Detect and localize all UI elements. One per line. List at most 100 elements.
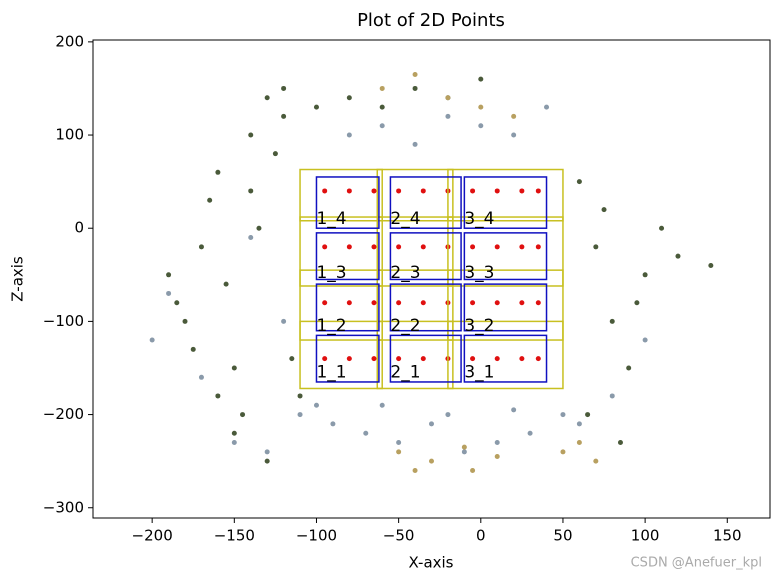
x-tick-label: −100 <box>296 527 337 545</box>
point <box>379 104 385 110</box>
cell-label: 2_1 <box>390 363 420 383</box>
grid-cell <box>315 232 380 281</box>
point <box>470 356 476 362</box>
point <box>494 188 500 194</box>
point <box>445 412 451 418</box>
point <box>626 365 632 371</box>
cell-label: 3_1 <box>464 363 494 383</box>
point <box>330 421 336 427</box>
grid-cell <box>463 232 548 281</box>
x-tick-label: −200 <box>132 527 173 545</box>
point <box>420 356 426 362</box>
grid-cell <box>376 320 454 390</box>
point <box>461 449 467 455</box>
point <box>379 123 385 129</box>
point <box>281 318 287 324</box>
point <box>322 244 328 250</box>
x-axis-label: X-axis <box>409 554 454 572</box>
point <box>617 440 623 446</box>
y-tick-label: 0 <box>74 219 84 237</box>
cell-label: 1_4 <box>316 209 346 229</box>
point <box>601 207 607 213</box>
watermark: CSDN @Anefuer_kpl <box>631 556 762 571</box>
point <box>560 412 566 418</box>
grid-cell <box>299 320 383 390</box>
y-tick-label: 100 <box>55 126 84 144</box>
grid-cell <box>389 176 462 229</box>
point <box>519 356 525 362</box>
point <box>593 244 599 250</box>
cell-label: 3_2 <box>464 316 494 336</box>
point <box>371 356 377 362</box>
point <box>256 225 262 231</box>
point <box>264 458 270 464</box>
point <box>576 179 582 185</box>
grid-cell <box>463 334 548 383</box>
point <box>215 393 221 399</box>
point <box>371 300 377 306</box>
point <box>478 76 484 82</box>
point <box>478 104 484 110</box>
cell-label: 2_4 <box>390 209 420 229</box>
cell-label: 3_3 <box>464 263 494 283</box>
x-tick-label: 50 <box>553 527 572 545</box>
y-tick-label: −100 <box>43 312 84 330</box>
point <box>544 104 550 110</box>
cell-label: 2_3 <box>390 263 420 283</box>
grid-cell <box>376 216 454 287</box>
point <box>231 365 237 371</box>
grid-cell <box>389 232 462 281</box>
cell-label: 1_1 <box>316 363 346 383</box>
y-tick-label: 200 <box>55 32 84 50</box>
point <box>708 262 714 268</box>
point <box>371 244 377 250</box>
point <box>470 244 476 250</box>
point <box>659 225 665 231</box>
point <box>519 244 525 250</box>
point <box>182 318 188 324</box>
point <box>396 356 402 362</box>
point <box>346 244 352 250</box>
x-tick-label: 0 <box>476 527 486 545</box>
grid-cell <box>447 168 564 222</box>
point <box>174 300 180 306</box>
y-tick-label: −300 <box>43 498 84 516</box>
x-tick-label: 150 <box>713 527 742 545</box>
plot-frame <box>92 39 771 519</box>
grid-cell <box>447 216 564 287</box>
grid-cell <box>463 176 548 229</box>
point <box>248 132 254 138</box>
point <box>494 244 500 250</box>
point <box>478 123 484 129</box>
point <box>149 337 155 343</box>
point <box>396 440 402 446</box>
point <box>322 356 328 362</box>
point <box>412 71 418 77</box>
point <box>642 337 648 343</box>
point <box>420 188 426 194</box>
point <box>519 188 525 194</box>
point <box>535 356 541 362</box>
point <box>396 244 402 250</box>
point <box>634 300 640 306</box>
grid-cell <box>463 283 548 332</box>
grid-cell <box>315 176 380 229</box>
point <box>248 188 254 194</box>
cell-label: 3_4 <box>464 209 494 229</box>
point <box>445 95 451 101</box>
point <box>511 113 517 119</box>
cell-label: 1_2 <box>316 316 346 336</box>
point <box>190 346 196 352</box>
point <box>576 440 582 446</box>
grid-cell <box>389 334 462 383</box>
grid-cell <box>299 216 383 287</box>
point <box>576 421 582 427</box>
point <box>346 356 352 362</box>
point <box>511 132 517 138</box>
point <box>322 300 328 306</box>
point <box>494 440 500 446</box>
point <box>231 430 237 436</box>
point <box>297 412 303 418</box>
point <box>379 402 385 408</box>
grid-cell <box>299 168 383 222</box>
